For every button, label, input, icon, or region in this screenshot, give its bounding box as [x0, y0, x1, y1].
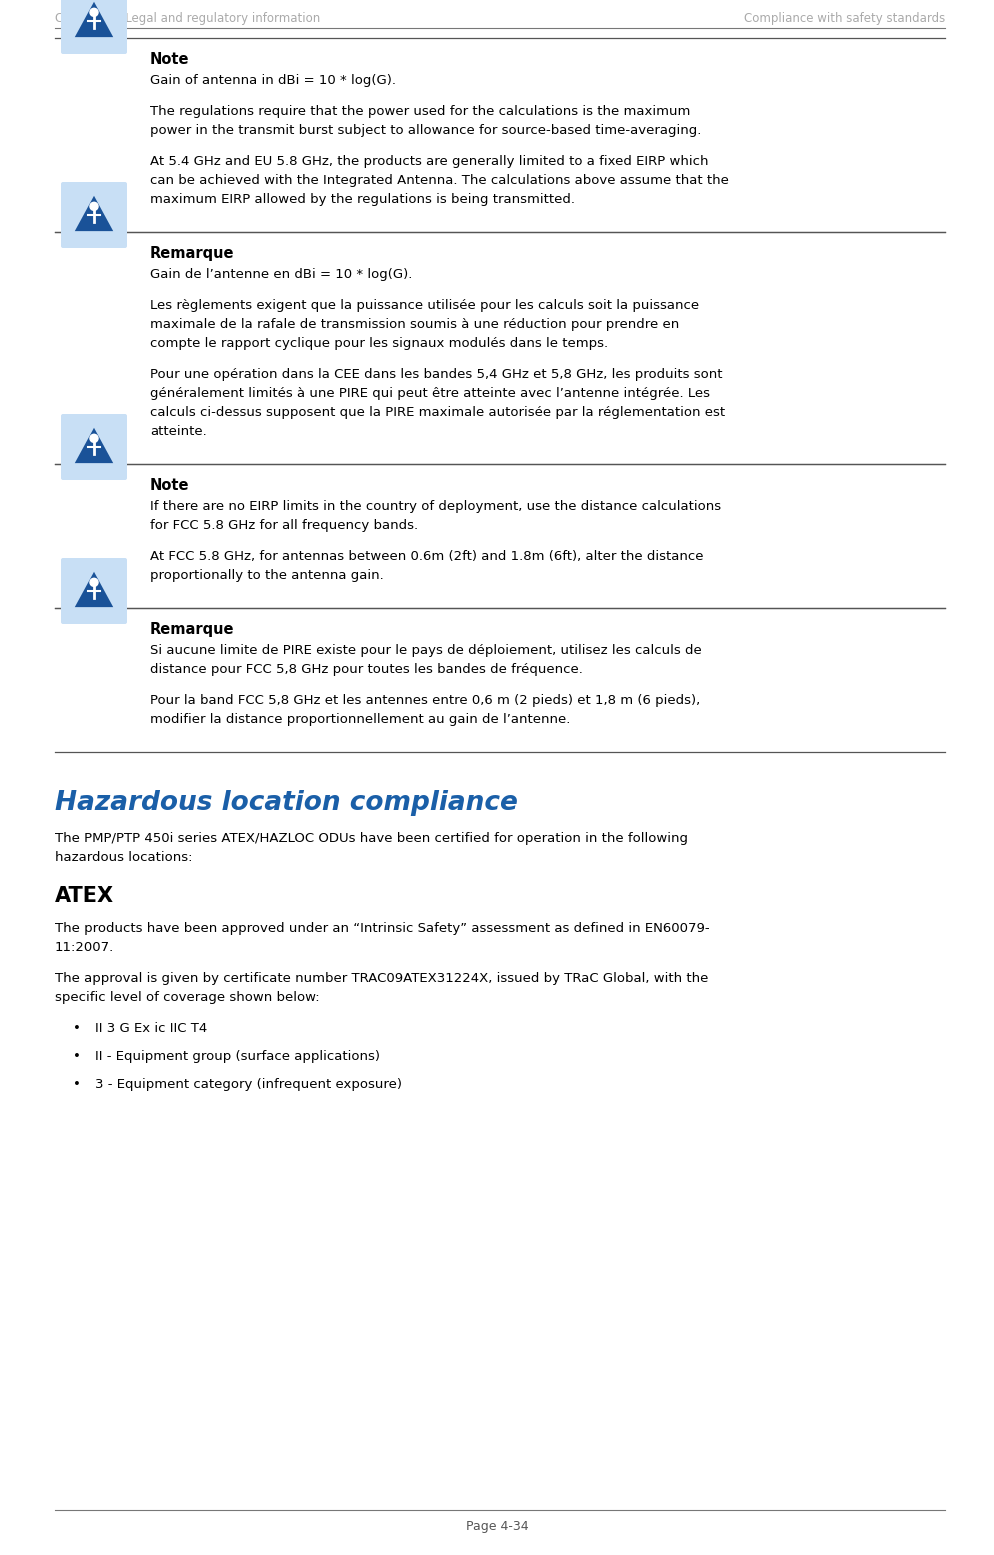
Text: The products have been approved under an “Intrinsic Safety” assessment as define: The products have been approved under an… — [55, 922, 710, 935]
Polygon shape — [75, 572, 113, 606]
Text: compte le rapport cyclique pour les signaux modulés dans le temps.: compte le rapport cyclique pour les sign… — [150, 337, 608, 350]
Text: Remarque: Remarque — [150, 246, 235, 261]
Text: Chapter 4:  Legal and regulatory information: Chapter 4: Legal and regulatory informat… — [55, 12, 320, 25]
Polygon shape — [75, 196, 113, 232]
Circle shape — [90, 578, 98, 586]
Text: hazardous locations:: hazardous locations: — [55, 851, 193, 865]
FancyBboxPatch shape — [61, 558, 127, 624]
Text: power in the transmit burst subject to allowance for source-based time-averaging: power in the transmit burst subject to a… — [150, 124, 702, 137]
Text: Hazardous location compliance: Hazardous location compliance — [55, 790, 518, 816]
FancyBboxPatch shape — [61, 414, 127, 480]
Text: maximale de la rafale de transmission soumis à une réduction pour prendre en: maximale de la rafale de transmission so… — [150, 319, 679, 331]
Text: Note: Note — [150, 51, 190, 67]
Text: Compliance with safety standards: Compliance with safety standards — [744, 12, 945, 25]
Text: can be achieved with the Integrated Antenna. The calculations above assume that : can be achieved with the Integrated Ante… — [150, 174, 729, 187]
Text: II 3 G Ex ic IIC T4: II 3 G Ex ic IIC T4 — [95, 1022, 208, 1036]
Text: At FCC 5.8 GHz, for antennas between 0.6m (2ft) and 1.8m (6ft), alter the distan: At FCC 5.8 GHz, for antennas between 0.6… — [150, 550, 704, 563]
Text: Gain de l’antenne en dBi = 10 * log(G).: Gain de l’antenne en dBi = 10 * log(G). — [150, 267, 413, 281]
Text: Pour une opération dans la CEE dans les bandes 5,4 GHz et 5,8 GHz, les produits : Pour une opération dans la CEE dans les … — [150, 369, 723, 381]
Text: 11:2007.: 11:2007. — [55, 941, 114, 955]
Text: specific level of coverage shown below:: specific level of coverage shown below: — [55, 991, 320, 1005]
Polygon shape — [75, 428, 113, 463]
Circle shape — [90, 202, 98, 210]
Text: 3 - Equipment category (infrequent exposure): 3 - Equipment category (infrequent expos… — [95, 1078, 402, 1092]
Text: The PMP/PTP 450i series ATEX/HAZLOC ODUs have been certified for operation in th: The PMP/PTP 450i series ATEX/HAZLOC ODUs… — [55, 832, 688, 844]
FancyBboxPatch shape — [61, 182, 127, 247]
Text: proportionally to the antenna gain.: proportionally to the antenna gain. — [150, 569, 384, 582]
Text: généralement limités à une PIRE qui peut être atteinte avec l’antenne intégrée. : généralement limités à une PIRE qui peut… — [150, 387, 710, 400]
Text: •: • — [74, 1022, 81, 1036]
Text: for FCC 5.8 GHz for all frequency bands.: for FCC 5.8 GHz for all frequency bands. — [150, 519, 418, 532]
Text: maximum EIRP allowed by the regulations is being transmitted.: maximum EIRP allowed by the regulations … — [150, 193, 575, 205]
Text: Remarque: Remarque — [150, 622, 235, 638]
Text: The regulations require that the power used for the calculations is the maximum: The regulations require that the power u… — [150, 106, 691, 118]
Polygon shape — [75, 2, 113, 37]
Text: distance pour FCC 5,8 GHz pour toutes les bandes de fréquence.: distance pour FCC 5,8 GHz pour toutes le… — [150, 662, 582, 676]
Text: Page 4-34: Page 4-34 — [465, 1519, 529, 1533]
Text: modifier la distance proportionnellement au gain de l’antenne.: modifier la distance proportionnellement… — [150, 714, 571, 726]
Text: atteinte.: atteinte. — [150, 425, 207, 439]
Text: The approval is given by certificate number TRAC09ATEX31224X, issued by TRaC Glo: The approval is given by certificate num… — [55, 972, 709, 984]
Text: Les règlements exigent que la puissance utilisée pour les calculs soit la puissa: Les règlements exigent que la puissance … — [150, 299, 699, 313]
Text: At 5.4 GHz and EU 5.8 GHz, the products are generally limited to a fixed EIRP wh: At 5.4 GHz and EU 5.8 GHz, the products … — [150, 156, 709, 168]
Text: ATEX: ATEX — [55, 886, 114, 907]
Circle shape — [90, 8, 98, 17]
Text: •: • — [74, 1050, 81, 1064]
Text: If there are no EIRP limits in the country of deployment, use the distance calcu: If there are no EIRP limits in the count… — [150, 501, 721, 513]
Text: •: • — [74, 1078, 81, 1092]
Text: calculs ci-dessus supposent que la PIRE maximale autorisée par la réglementation: calculs ci-dessus supposent que la PIRE … — [150, 406, 726, 418]
Text: Pour la band FCC 5,8 GHz et les antennes entre 0,6 m (2 pieds) et 1,8 m (6 pieds: Pour la band FCC 5,8 GHz et les antennes… — [150, 694, 700, 708]
Text: Si aucune limite de PIRE existe pour le pays de déploiement, utilisez les calcul: Si aucune limite de PIRE existe pour le … — [150, 644, 702, 658]
FancyBboxPatch shape — [61, 0, 127, 54]
Circle shape — [90, 434, 98, 442]
Text: Note: Note — [150, 477, 190, 493]
Text: II - Equipment group (surface applications): II - Equipment group (surface applicatio… — [95, 1050, 380, 1064]
Text: Gain of antenna in dBi = 10 * log(G).: Gain of antenna in dBi = 10 * log(G). — [150, 75, 396, 87]
